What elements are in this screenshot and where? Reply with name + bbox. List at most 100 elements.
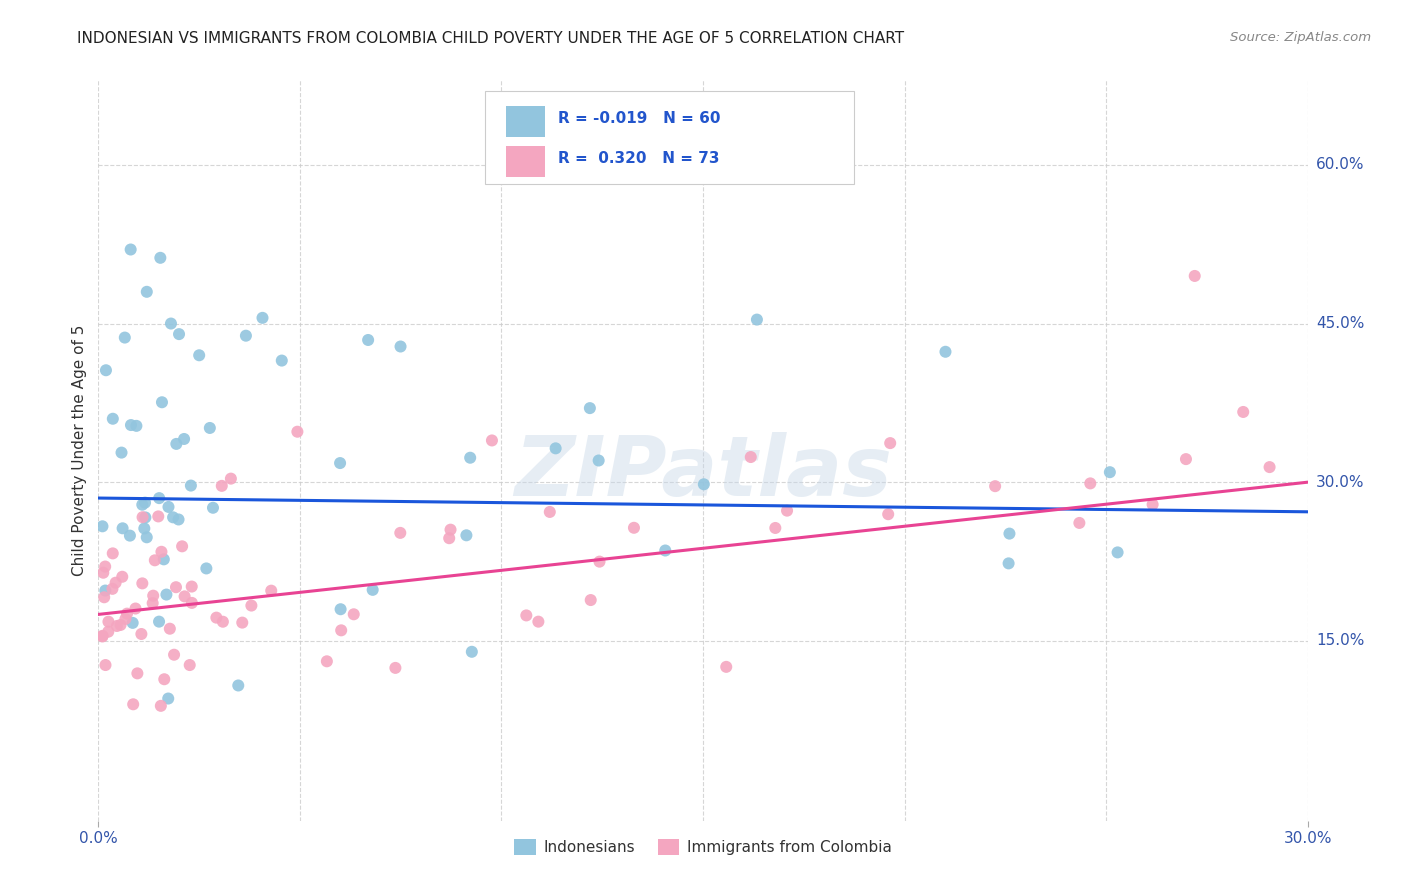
- Point: [153, 552, 176, 566]
- Text: 60.0%: 60.0%: [1316, 157, 1364, 172]
- Point: [1184, 268, 1206, 283]
- Point: [1142, 498, 1164, 512]
- Point: [148, 509, 170, 524]
- Point: [101, 411, 124, 425]
- Point: [134, 495, 156, 509]
- Point: [150, 545, 173, 559]
- Point: [127, 666, 149, 681]
- Point: [330, 624, 353, 638]
- Point: [114, 612, 136, 626]
- Text: 30.0%: 30.0%: [1316, 475, 1364, 490]
- Legend: Indonesians, Immigrants from Colombia: Indonesians, Immigrants from Colombia: [508, 833, 898, 861]
- Point: [879, 436, 901, 450]
- Point: [118, 528, 141, 542]
- Point: [252, 310, 274, 325]
- Point: [94, 363, 117, 377]
- Point: [131, 576, 153, 591]
- Point: [1232, 405, 1254, 419]
- Point: [235, 328, 257, 343]
- Point: [1107, 545, 1129, 559]
- Point: [101, 582, 124, 596]
- Point: [120, 418, 142, 433]
- Point: [198, 421, 221, 435]
- Point: [934, 344, 956, 359]
- Point: [579, 593, 602, 607]
- Text: R =  0.320   N = 73: R = 0.320 N = 73: [558, 151, 720, 166]
- Point: [544, 442, 567, 456]
- Point: [461, 645, 484, 659]
- Point: [515, 608, 537, 623]
- Point: [157, 500, 180, 514]
- Point: [172, 539, 194, 553]
- Point: [315, 654, 337, 668]
- Point: [984, 479, 1007, 493]
- Point: [142, 589, 165, 603]
- Point: [91, 566, 114, 580]
- Point: [389, 339, 412, 353]
- Point: [165, 437, 187, 451]
- Point: [240, 599, 263, 613]
- Point: [94, 658, 117, 673]
- Point: [1098, 465, 1121, 479]
- Point: [740, 450, 762, 464]
- Point: [654, 543, 676, 558]
- Point: [120, 243, 142, 257]
- Point: [361, 582, 384, 597]
- Point: [588, 453, 610, 467]
- Point: [104, 575, 127, 590]
- Point: [1258, 460, 1281, 475]
- Point: [149, 251, 172, 265]
- Point: [153, 672, 176, 686]
- Point: [179, 658, 201, 673]
- Point: [173, 432, 195, 446]
- Y-axis label: Child Poverty Under the Age of 5: Child Poverty Under the Age of 5: [72, 325, 87, 576]
- Point: [150, 395, 173, 409]
- Point: [527, 615, 550, 629]
- Point: [1175, 452, 1198, 467]
- Point: [111, 521, 134, 535]
- Point: [180, 596, 202, 610]
- Point: [173, 590, 195, 604]
- Point: [270, 353, 292, 368]
- Point: [111, 570, 134, 584]
- Point: [105, 619, 128, 633]
- Text: 15.0%: 15.0%: [1316, 633, 1364, 648]
- Point: [212, 615, 235, 629]
- Point: [211, 479, 233, 493]
- Point: [693, 477, 716, 491]
- Point: [538, 505, 561, 519]
- Point: [148, 491, 170, 505]
- Point: [329, 602, 352, 616]
- Point: [135, 530, 157, 544]
- Text: Source: ZipAtlas.com: Source: ZipAtlas.com: [1230, 31, 1371, 45]
- Point: [343, 607, 366, 622]
- Text: ZIPatlas: ZIPatlas: [515, 432, 891, 513]
- Point: [142, 596, 165, 610]
- Point: [188, 348, 211, 362]
- Point: [329, 456, 352, 470]
- Point: [167, 512, 190, 526]
- Point: [131, 498, 153, 512]
- Point: [91, 630, 114, 644]
- Point: [94, 559, 117, 574]
- Point: [124, 601, 146, 615]
- Point: [260, 583, 283, 598]
- Point: [114, 330, 136, 344]
- Point: [135, 285, 157, 299]
- Point: [439, 523, 461, 537]
- Point: [623, 521, 645, 535]
- Point: [148, 615, 170, 629]
- Text: INDONESIAN VS IMMIGRANTS FROM COLOMBIA CHILD POVERTY UNDER THE AGE OF 5 CORRELAT: INDONESIAN VS IMMIGRANTS FROM COLOMBIA C…: [77, 31, 904, 46]
- Point: [588, 555, 610, 569]
- Text: R = -0.019   N = 60: R = -0.019 N = 60: [558, 112, 720, 127]
- Point: [205, 610, 228, 624]
- Point: [231, 615, 253, 630]
- Point: [357, 333, 380, 347]
- Point: [998, 526, 1021, 541]
- Point: [93, 591, 115, 605]
- Point: [131, 510, 153, 524]
- FancyBboxPatch shape: [485, 91, 855, 184]
- Point: [763, 521, 786, 535]
- Point: [481, 434, 503, 448]
- Point: [180, 580, 202, 594]
